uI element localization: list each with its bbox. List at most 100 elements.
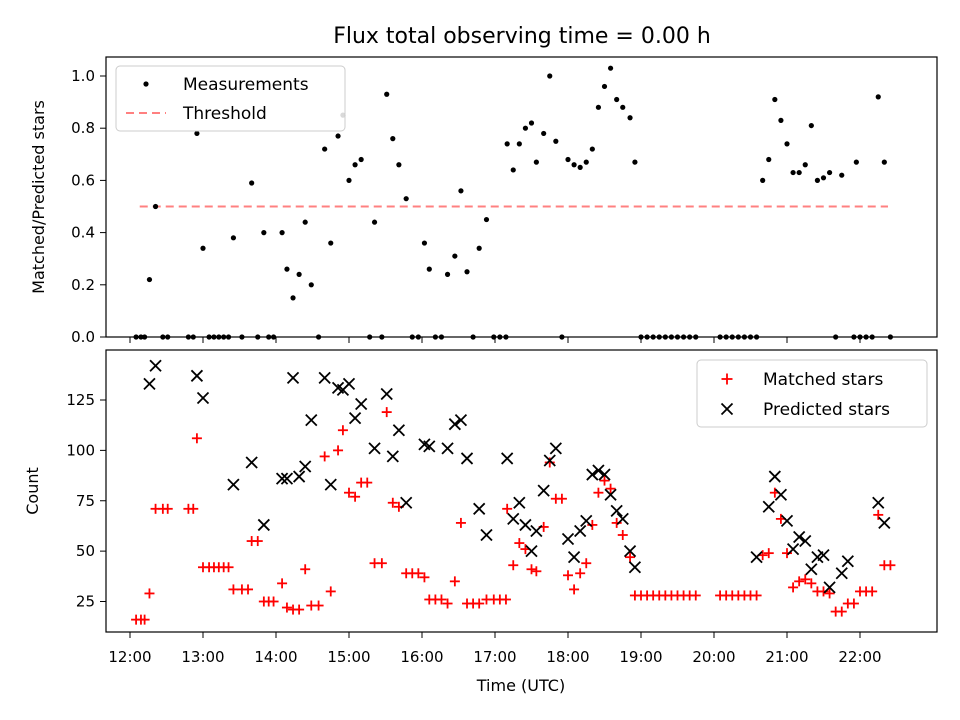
predicted-star-point <box>549 442 562 455</box>
measurement-point <box>403 196 409 202</box>
measurement-point <box>839 172 845 178</box>
matched-star-point <box>381 407 392 418</box>
predicted-star-point <box>227 478 240 491</box>
predicted-star-point <box>501 452 514 465</box>
matched-stars-series <box>131 407 896 625</box>
measurement-point <box>881 159 887 165</box>
measurement-point <box>346 177 352 183</box>
matched-star-point <box>313 600 324 611</box>
measurement-point <box>802 162 808 168</box>
matched-star-point <box>191 433 202 444</box>
matched-star-point <box>782 548 792 559</box>
top-legend-box <box>115 65 346 132</box>
predicted-star-point <box>878 516 891 530</box>
predicted-star-point <box>441 442 454 455</box>
measurement-point <box>476 245 482 251</box>
measurement-point <box>261 230 267 236</box>
measurement-point <box>522 125 529 131</box>
measurement-point <box>589 146 595 152</box>
measurement-point <box>528 120 535 126</box>
measurement-point <box>547 73 553 79</box>
top-y-axis-label: Matched/Predicted stars <box>29 100 48 294</box>
measurement-point <box>483 216 490 223</box>
measurement-point <box>464 269 470 275</box>
matched-star-point <box>387 497 398 508</box>
predicted-star-point <box>513 496 526 509</box>
measurement-point <box>778 117 784 123</box>
bottom-legend: Matched stars Predicted stars <box>696 359 928 428</box>
matched-star-point <box>788 582 799 593</box>
measurement-point <box>328 240 334 246</box>
predicted-star-point <box>793 530 806 544</box>
bottom-axes-frame <box>105 349 938 633</box>
measurement-point <box>614 96 620 103</box>
predicted-star-point <box>305 414 318 427</box>
predicted-star-point <box>355 397 368 411</box>
matched-star-point <box>300 564 311 575</box>
matched-star-point <box>587 519 598 530</box>
matched-star-point <box>350 491 361 502</box>
bottom-chart-panel: 25 50 75 100 125 12:00 13:00 14:00 15:00 16:00 17… <box>23 349 938 695</box>
measurement-point <box>230 235 237 241</box>
matched-star-point <box>442 598 453 609</box>
matched-star-point <box>228 584 239 595</box>
measurement-point <box>571 162 577 168</box>
bottom-x-tick-label: 19:00 <box>619 648 662 666</box>
measurement-point <box>516 141 522 147</box>
measurement-point <box>390 136 396 142</box>
top-legend: Measurements Threshold <box>115 65 346 132</box>
bottom-x-tick-label: 22:00 <box>838 648 881 666</box>
predicted-star-point <box>835 567 848 580</box>
predicted-star-point <box>561 532 575 546</box>
matched-star-point <box>325 586 336 597</box>
predicted-star-point <box>275 472 289 485</box>
measurement-point <box>384 91 390 97</box>
predicted-star-point <box>537 484 550 497</box>
matched-star-point <box>162 503 173 514</box>
measurements-legend-marker <box>143 81 149 87</box>
predicted-star-point <box>454 414 468 427</box>
matched-star-point <box>751 590 762 601</box>
matched-star-point <box>867 586 878 597</box>
bottom-x-tick-label: 17:00 <box>473 648 516 666</box>
matched-star-point <box>281 602 292 613</box>
predicted-star-point <box>750 551 763 564</box>
measurement-point <box>627 115 633 121</box>
measurement-point <box>284 266 290 272</box>
predicted-star-point <box>280 472 294 485</box>
measurement-point <box>577 164 583 170</box>
predicted-star-point <box>786 542 800 556</box>
predicted-star-point <box>623 544 637 558</box>
measurement-point <box>784 141 790 147</box>
matched-star-point <box>362 477 373 488</box>
top-y-tick-label: 0.2 <box>71 276 95 294</box>
measurement-point <box>796 169 802 176</box>
bottom-x-tick-label: 21:00 <box>765 648 808 666</box>
measurement-point <box>152 203 159 210</box>
predicted-star-point <box>574 524 587 538</box>
predicted-star-point <box>774 488 788 501</box>
predicted-stars-series <box>143 359 891 594</box>
matched-star-point <box>824 588 835 599</box>
measurement-point <box>279 230 285 236</box>
measurement-point <box>322 146 328 152</box>
predicted-star-point <box>423 440 436 453</box>
matched-star-point <box>556 493 567 504</box>
bottom-x-axis: 12:00 13:00 14:00 15:00 16:00 17:00 18:00 19:00… <box>108 632 882 666</box>
predicted-star-point <box>519 518 532 532</box>
top-x-axis-ticks <box>129 337 861 343</box>
predicted-star-point <box>292 470 306 483</box>
predicted-star-point <box>473 502 486 515</box>
bottom-x-tick-label: 18:00 <box>546 648 589 666</box>
measurement-point <box>772 96 778 103</box>
predicted-star-point <box>460 452 474 465</box>
predicted-star-point <box>616 512 629 526</box>
measurement-point <box>565 156 571 163</box>
measurement-point <box>601 83 608 90</box>
matched-star-point <box>419 572 430 583</box>
predicted-star-point <box>299 460 312 473</box>
matched-star-point <box>569 584 580 595</box>
measurement-point <box>358 156 364 163</box>
measurement-point <box>290 295 296 301</box>
matched-star-point <box>223 562 234 573</box>
